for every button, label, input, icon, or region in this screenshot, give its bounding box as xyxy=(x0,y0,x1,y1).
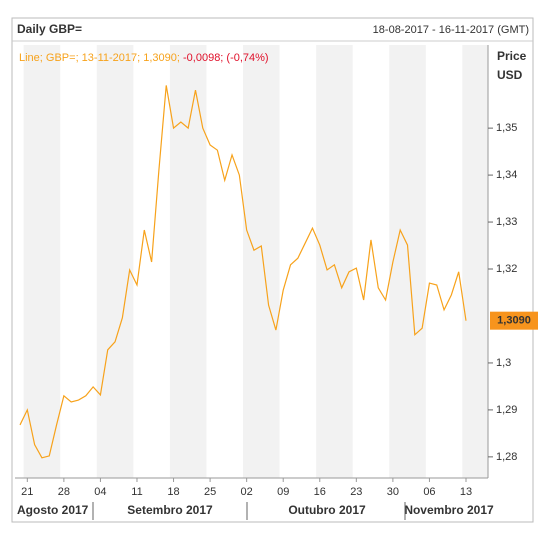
week-band xyxy=(243,45,280,478)
week-band xyxy=(23,45,61,478)
x-group-label: Outubro 2017 xyxy=(288,503,366,517)
x-tick-label: 11 xyxy=(131,486,142,498)
y-tick-label: 1,29 xyxy=(496,404,517,416)
y-tick-label: 1,35 xyxy=(496,122,517,134)
legend-text: Line; GBP=; 13-11-2017; 1,3090; xyxy=(19,52,183,64)
week-band xyxy=(389,45,426,478)
week-band xyxy=(96,45,134,478)
y-tick-label: 1,34 xyxy=(496,169,517,181)
y-axis-unit: USD xyxy=(497,68,523,82)
last-price-box xyxy=(490,311,538,330)
x-tick-label: 06 xyxy=(423,486,435,498)
x-tick-label: 30 xyxy=(387,486,399,498)
chart-title: Daily GBP= xyxy=(17,22,82,36)
legend: Line; GBP=; 13-11-2017; 1,3090; -0,0098;… xyxy=(19,52,269,64)
x-tick-label: 04 xyxy=(94,486,106,498)
x-tick-label: 09 xyxy=(277,486,289,498)
x-group-label: Setembro 2017 xyxy=(127,503,213,517)
x-tick-label: 23 xyxy=(350,486,362,498)
x-tick-label: 18 xyxy=(167,486,179,498)
x-tick-label: 25 xyxy=(204,486,216,498)
y-tick-label: 1,28 xyxy=(496,451,517,463)
y-axis-label: Price xyxy=(497,49,527,63)
week-band xyxy=(462,45,488,478)
y-tick-label: 1,3 xyxy=(496,357,511,369)
x-tick-label: 28 xyxy=(58,486,70,498)
x-tick-label: 02 xyxy=(241,486,253,498)
y-tick-label: 1,32 xyxy=(496,263,517,275)
price-line xyxy=(19,85,467,459)
x-tick-label: 16 xyxy=(314,486,326,498)
week-band xyxy=(316,45,353,478)
last-price-label: 1,3090 xyxy=(497,315,531,327)
y-tick-label: 1,33 xyxy=(496,216,517,228)
x-group-label: Novembro 2017 xyxy=(404,503,494,517)
date-range: 18-08-2017 - 16-11-2017 (GMT) xyxy=(373,24,529,36)
x-tick-label: 13 xyxy=(460,486,472,498)
x-group-label: Agosto 2017 xyxy=(17,503,89,517)
x-tick-label: 21 xyxy=(21,486,33,498)
week-band xyxy=(169,45,207,478)
change-text: -0,0098; (-0,74%) xyxy=(183,52,269,64)
